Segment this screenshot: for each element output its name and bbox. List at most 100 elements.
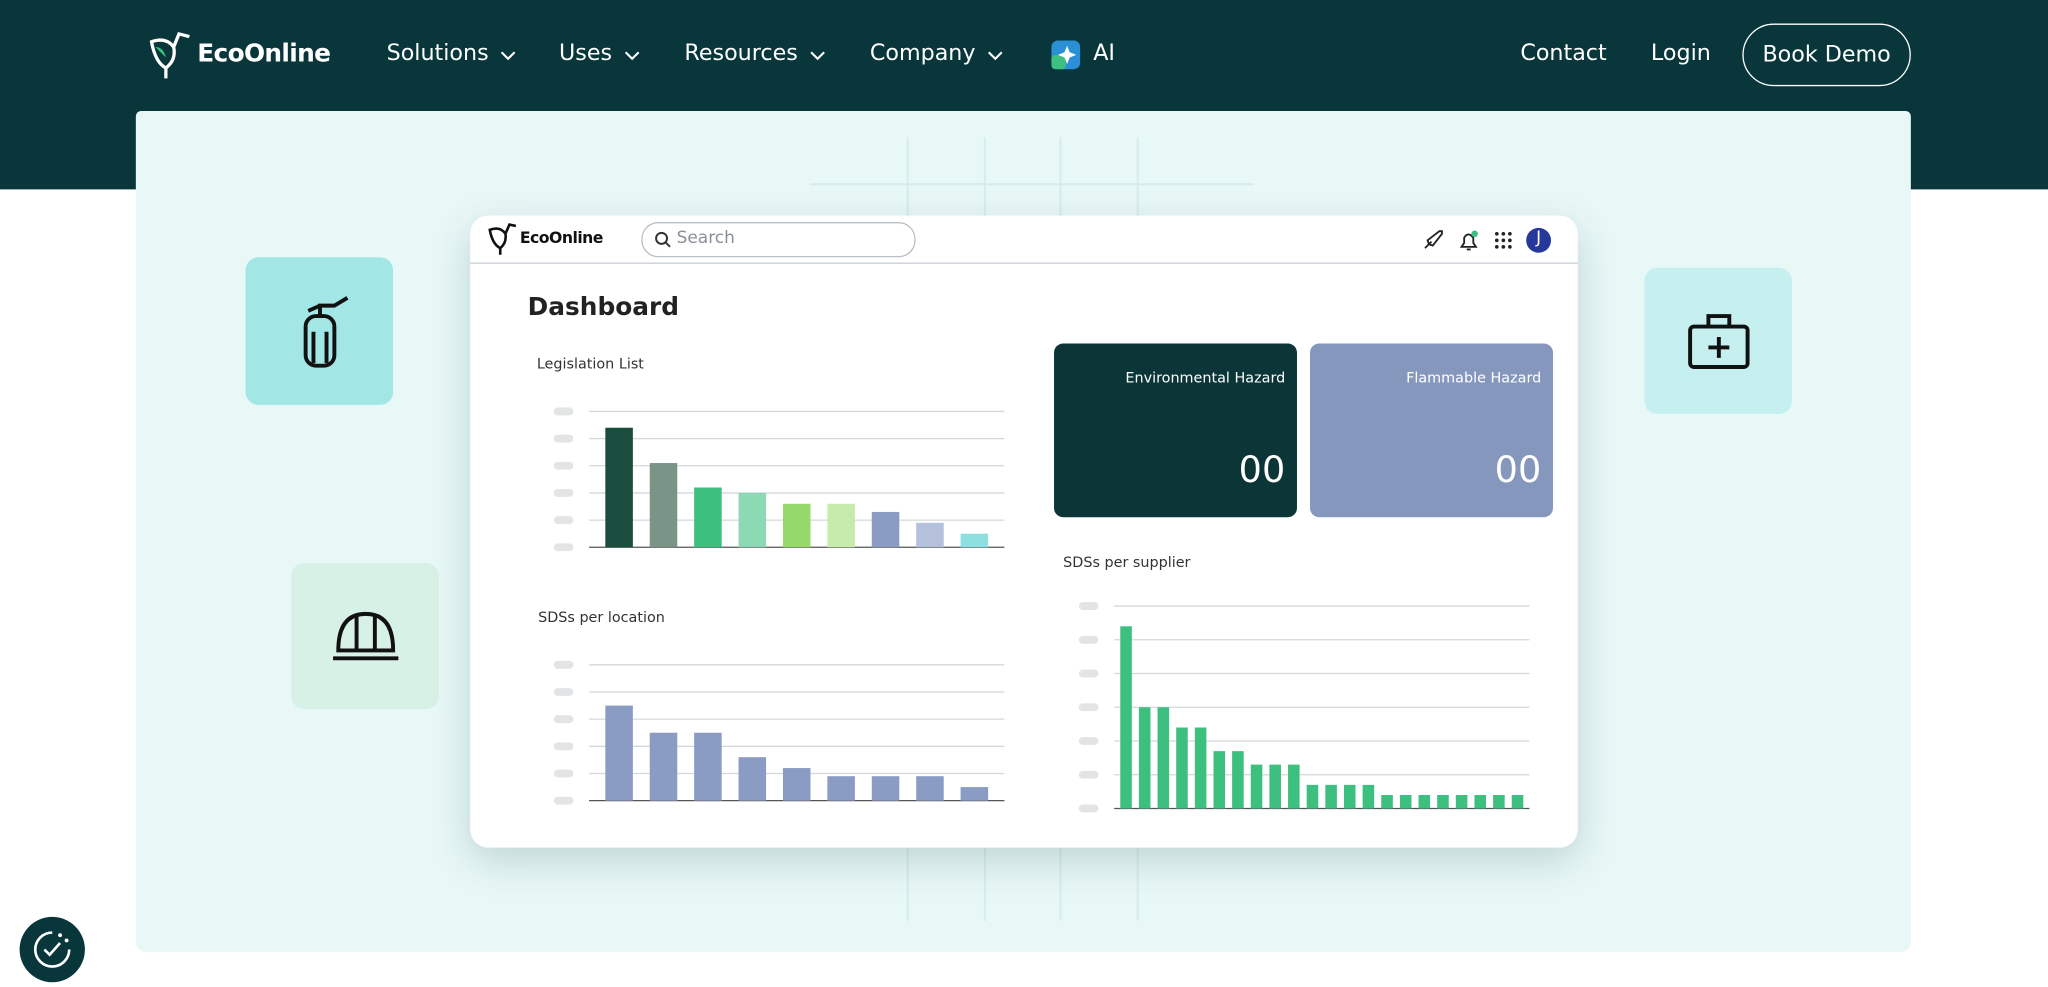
hazard-card-value: 00 [1494,447,1542,492]
firstaid-tile [1644,267,1792,415]
chevron-icon [810,51,825,61]
nav-chevron [623,46,641,64]
hazard-card [1310,343,1553,518]
bar [1288,764,1300,809]
y-tick-placeholder [553,543,574,552]
search-box[interactable] [641,222,916,258]
nav-item[interactable]: Uses [559,40,613,67]
bar [1269,764,1281,809]
cookie-icon [33,931,71,968]
chevron-icon [624,51,639,61]
nav-chevron [499,46,517,64]
y-tick-placeholder [1078,804,1099,813]
y-tick-placeholder [1078,669,1099,678]
bar [1138,707,1151,809]
bar [916,776,944,801]
bar [871,511,900,548]
bar [694,732,722,801]
bar [738,492,767,548]
bar [1511,794,1524,809]
y-tick-placeholder [1078,737,1099,745]
y-tick-placeholder [553,742,574,751]
bar [605,427,633,548]
bar [1176,727,1188,809]
nav-chevron [808,46,826,64]
y-tick-placeholder [553,715,574,724]
bar [605,705,633,801]
nav-item[interactable]: Resources [684,40,798,67]
bar [1120,626,1132,809]
page-title: Dashboard [527,292,680,322]
bar [1418,794,1431,809]
bar [1362,784,1375,809]
bar [1213,751,1226,809]
bar [1157,707,1170,809]
brand: EcoOnline [197,39,331,68]
bar [916,522,944,548]
extinguisher-tile [245,257,394,405]
bar [827,503,855,548]
avatar-initial[interactable]: J [1536,228,1542,249]
bar [1325,784,1337,809]
nav-item[interactable]: Solutions [386,40,489,67]
search-icon [655,231,671,248]
bar [782,768,811,801]
bar [1250,764,1263,809]
bar [1343,784,1356,809]
bar [649,732,678,801]
y-tick-placeholder [553,407,574,416]
nav-contact[interactable]: Contact [1520,40,1607,67]
book-demo-button[interactable]: Book Demo [1742,23,1911,87]
extinguisher-icon [303,295,348,368]
bar [1306,784,1319,809]
bar [694,487,722,548]
y-tick-placeholder [553,516,574,525]
chevron-icon [987,51,1003,61]
search-placeholder: Search [676,228,735,249]
helmet-tile [291,562,439,710]
bar [649,463,678,548]
chart-title: SDSs per location [538,610,665,626]
y-tick-placeholder [553,796,574,805]
ai-icon [1051,40,1081,70]
hazard-card [1054,343,1297,518]
bar [1474,794,1487,809]
bar [871,776,900,801]
y-tick-placeholder [553,461,574,470]
app-logo-icon [488,223,517,255]
cookie-button[interactable] [19,916,85,983]
bar [1437,794,1449,809]
bar [960,533,989,548]
app-icons [1424,227,1552,253]
y-tick-placeholder [553,688,574,696]
logo-icon [149,32,190,79]
bar [738,757,767,801]
chevron-icon [500,51,516,61]
nav-ai[interactable]: AI [1093,40,1115,67]
hazard-card-title: Environmental Hazard [1125,369,1286,387]
bar [1455,794,1468,809]
y-tick-placeholder [553,489,574,497]
y-tick-placeholder [553,660,574,669]
y-tick-placeholder [553,769,574,778]
y-tick-placeholder [1078,703,1099,712]
firstaid-icon [1687,314,1749,369]
bar [1493,794,1505,809]
nav-chevron [986,46,1004,64]
bar [782,503,811,548]
bar [1399,794,1412,809]
chart-title: Legislation List [537,356,644,372]
y-tick-placeholder [1078,635,1099,644]
bar [1232,751,1244,809]
app-brand: EcoOnline [519,228,604,247]
hazard-card-title: Flammable Hazard [1406,369,1542,387]
bar [827,776,855,801]
app-topbar-border [470,262,1578,264]
nav-item[interactable]: Company [869,40,976,67]
bar [1194,727,1207,809]
y-tick-placeholder [1078,602,1099,610]
bar [1381,794,1393,809]
nav-login[interactable]: Login [1650,40,1711,67]
